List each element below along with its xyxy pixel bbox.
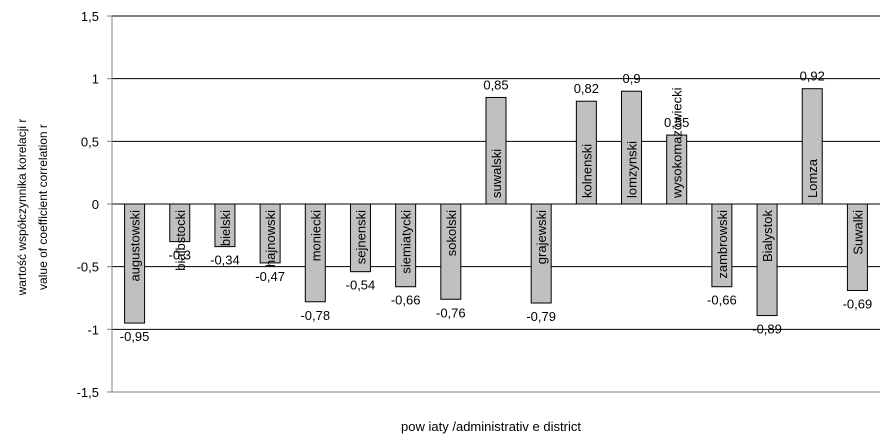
- bar: [621, 90, 643, 205]
- data-label: -0,79: [526, 309, 556, 324]
- y-axis-label-line1: wartość współczynnika korelacji r: [15, 119, 29, 297]
- category-label: Lomza: [805, 158, 820, 198]
- bar: [575, 100, 597, 205]
- category-label: sejnenski: [353, 210, 368, 264]
- bar: [124, 203, 146, 324]
- y-tick-label: -0,5: [77, 260, 99, 275]
- bar: [801, 88, 823, 205]
- data-label: -0,54: [346, 278, 376, 293]
- bars: [124, 88, 868, 324]
- bar: [395, 203, 417, 288]
- y-axis-label-line2: value of coefficient correlation r: [36, 124, 50, 290]
- data-label: -0,95: [120, 329, 150, 344]
- y-tick-label: 1,5: [81, 9, 99, 24]
- category-label: kolnenski: [579, 144, 594, 198]
- bar: [485, 96, 507, 205]
- category-label: lomzynski: [625, 141, 640, 198]
- category-label: augustowski: [128, 210, 143, 282]
- bar: [846, 203, 868, 291]
- data-label: -0,3: [169, 248, 191, 263]
- category-label: hajnowski: [263, 210, 278, 267]
- bar: [349, 203, 371, 273]
- y-tick-label: 0: [92, 197, 99, 212]
- bar: [530, 203, 552, 304]
- axes: [111, 16, 880, 393]
- category-label: zambrowski: [715, 210, 730, 279]
- category-label: grajewski: [534, 210, 549, 264]
- category-label: bielski: [218, 210, 233, 246]
- data-label: -0,89: [752, 322, 782, 337]
- category-label: suwalski: [489, 149, 504, 198]
- data-label: -0,66: [707, 293, 737, 308]
- bar: [756, 203, 778, 317]
- category-label: moniecki: [308, 210, 323, 261]
- value-labels: -0,95 -0,3 -0,34 -0,47 -0,78 -0,54 -0,66 -0,76 0…: [120, 69, 872, 344]
- bar: [666, 134, 688, 205]
- y-tick-labels: 1,5 1 0,5 0 -0,5 -1 -1,5: [77, 9, 99, 400]
- data-label: -0,47: [255, 269, 285, 284]
- category-label: sokolski: [444, 210, 459, 256]
- x-axis-label: pow iaty /administrativ e district: [401, 419, 581, 434]
- category-label: Suwalki: [850, 210, 865, 255]
- category-label: wysokomazowiecki: [670, 87, 685, 199]
- data-label: -0,78: [300, 308, 330, 323]
- category-labels: augustowski bialbstocki bielski hajnowski mo…: [128, 87, 866, 281]
- data-label: 0,92: [800, 69, 825, 84]
- category-label: Bialystok: [760, 210, 775, 263]
- y-tick-label: -1,5: [77, 385, 99, 400]
- y-tick-label: 1: [92, 72, 99, 87]
- y-tick-label: -1: [87, 322, 99, 337]
- bar: [440, 203, 462, 300]
- bar: [259, 203, 281, 264]
- bar: [304, 203, 326, 303]
- data-label: -0,66: [391, 293, 421, 308]
- data-label: 0,85: [483, 77, 508, 92]
- bar: [169, 203, 191, 243]
- data-label: 0,9: [622, 71, 640, 86]
- bar: [711, 203, 733, 288]
- data-label: -0,69: [843, 296, 873, 311]
- y-tick-label: 0,5: [81, 134, 99, 149]
- category-label: bialbstocki: [173, 210, 188, 271]
- data-label: 0,82: [574, 81, 599, 96]
- category-label: siemiatycki: [399, 210, 414, 274]
- bar: [214, 203, 236, 248]
- data-label: -0,76: [436, 305, 466, 320]
- data-label: -0,34: [210, 253, 240, 268]
- data-label: 0,55: [664, 115, 689, 130]
